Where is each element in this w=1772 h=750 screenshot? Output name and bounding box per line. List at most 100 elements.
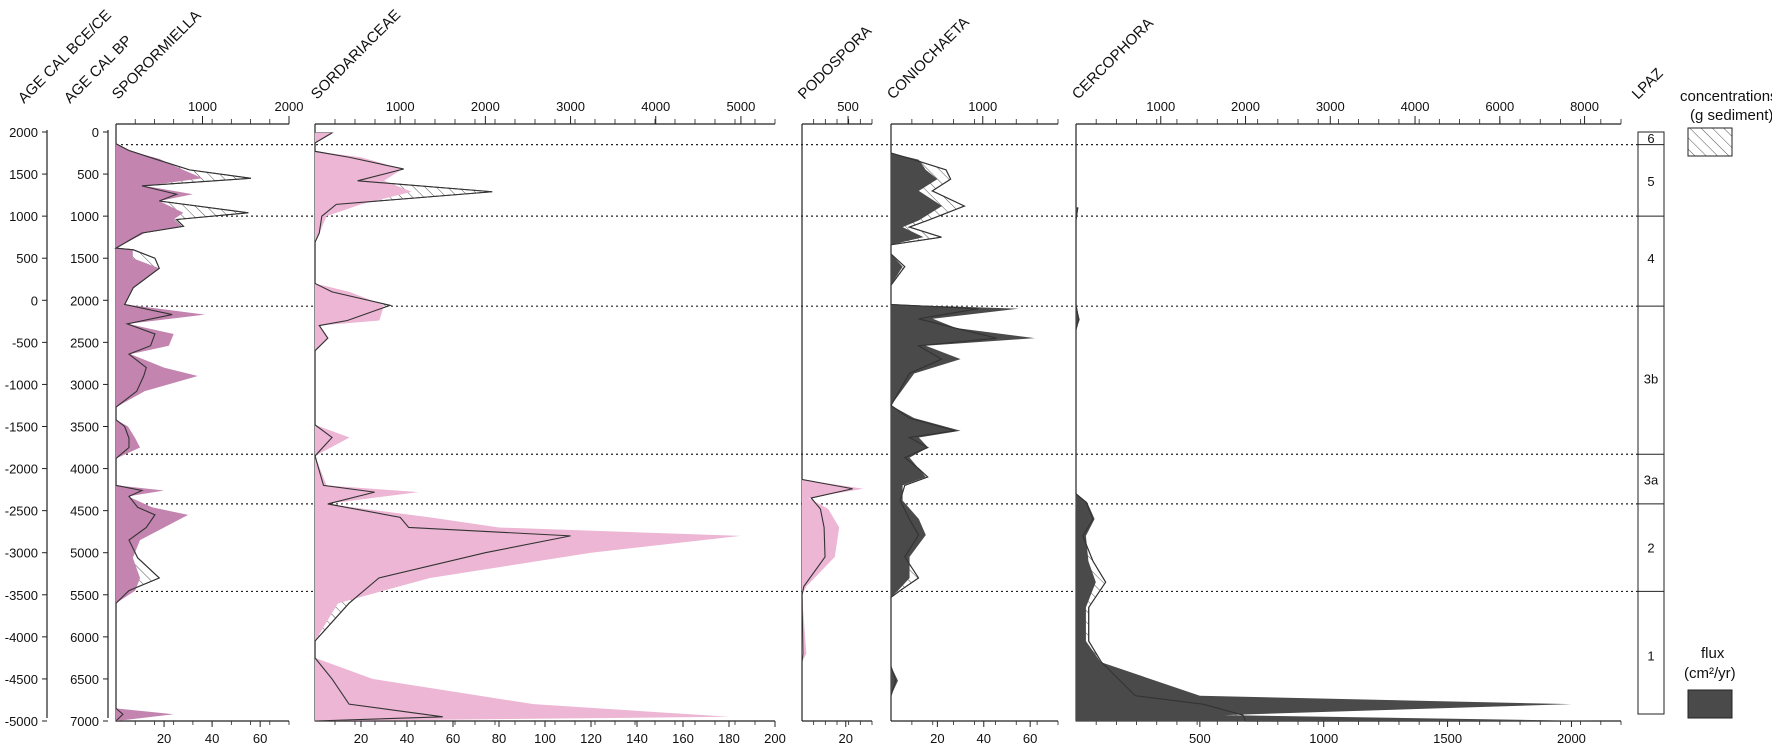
concentration-tick-label: 6000 xyxy=(1485,99,1514,114)
age-bp-tick-label: 6000 xyxy=(70,630,99,645)
age-bce-ce-tick-label: -2000 xyxy=(5,462,38,477)
flux-tick-label: 20 xyxy=(354,731,368,746)
age-bp-tick-label: 7000 xyxy=(70,714,99,729)
flux-tick-label: 40 xyxy=(977,731,991,746)
flux-tick-label: 500 xyxy=(1189,731,1211,746)
flux-tick-label: 160 xyxy=(672,731,694,746)
legend-concentrations-swatch xyxy=(1687,127,1733,157)
flux-tick-label: 80 xyxy=(492,731,506,746)
age-bp-tick-label: 1000 xyxy=(70,209,99,224)
age-bce-ce-tick-label: -500 xyxy=(12,335,38,350)
age-bce-ce-tick-label: -4000 xyxy=(5,630,38,645)
concentration-line xyxy=(1075,207,1247,722)
flux-area xyxy=(1076,207,1597,721)
concentration-tick-label: 2000 xyxy=(471,99,500,114)
flux-tick-label: 2000 xyxy=(1557,731,1586,746)
concentration-line xyxy=(314,132,571,722)
lpaz-zone-label: 6 xyxy=(1647,131,1654,146)
panel-title: PODOSPORA xyxy=(795,22,875,102)
zone-boundaries xyxy=(116,144,1638,593)
age-bce-ce-tick-label: 0 xyxy=(31,293,38,308)
age-bce-ce-tick-label: -4500 xyxy=(5,672,38,687)
legend-flux-label: flux xyxy=(1701,645,1725,662)
age-bce-ce-tick-label: -1000 xyxy=(5,377,38,392)
concentration-tick-label: 2000 xyxy=(275,99,304,114)
age-bp-tick-label: 4500 xyxy=(70,504,99,519)
lpaz-box xyxy=(1637,131,1665,715)
flux-tick-label: 180 xyxy=(718,731,740,746)
concentration-tick-label: 4000 xyxy=(641,99,670,114)
age-bce-ce-tick-label: -2500 xyxy=(5,504,38,519)
age-bce-ce-tick-label: -5000 xyxy=(5,714,38,729)
concentration-area xyxy=(1075,207,1247,722)
concentration-tick-label: 1000 xyxy=(188,99,217,114)
concentration-tick-label: 1000 xyxy=(386,99,415,114)
flux-tick-label: 140 xyxy=(626,731,648,746)
legend: concentrations (g sediment) flux (cm²/yr… xyxy=(1680,88,1772,719)
flux-tick-label: 40 xyxy=(205,731,219,746)
age-bp-tick-label: 6500 xyxy=(70,672,99,687)
age-bce-ce-tick-label: -3000 xyxy=(5,546,38,561)
panel-title: CERCOPHORA xyxy=(1069,15,1157,103)
flux-tick-label: 1000 xyxy=(1309,731,1338,746)
legend-flux-swatch xyxy=(1687,689,1733,719)
flux-tick-label: 20 xyxy=(157,731,171,746)
flux-tick-label: 1500 xyxy=(1433,731,1462,746)
concentration-tick-label: 3000 xyxy=(556,99,585,114)
legend-flux-unit: (cm²/yr) xyxy=(1684,665,1736,682)
lpaz-zone-label: 4 xyxy=(1647,251,1654,266)
concentration-tick-label: 3000 xyxy=(1316,99,1345,114)
age-axes: 2000 0 1500 500 1000 1000 500 1500 0 2000 -500 2500… xyxy=(5,125,109,729)
flux-tick-label: 100 xyxy=(534,731,556,746)
flux-tick-label: 60 xyxy=(253,731,267,746)
lpaz-zone-label: 3b xyxy=(1644,372,1658,387)
concentration-line xyxy=(890,152,997,696)
age-bp-tick-label: 0 xyxy=(92,125,99,140)
panel-title: SORDARIACEAE xyxy=(308,7,404,103)
concentration-tick-label: 8000 xyxy=(1570,99,1599,114)
flux-area xyxy=(891,153,1035,696)
age-bp-tick-label: 2000 xyxy=(70,293,99,308)
concentration-tick-label: 1000 xyxy=(1146,99,1175,114)
flux-tick-label: 60 xyxy=(446,731,460,746)
legend-concentrations-unit: (g sediment) xyxy=(1690,107,1772,124)
concentration-tick-label: 2000 xyxy=(1231,99,1260,114)
age-bp-tick-label: 500 xyxy=(77,167,99,182)
flux-tick-label: 20 xyxy=(839,731,853,746)
flux-area xyxy=(802,479,864,663)
age-bce-ce-tick-label: -3500 xyxy=(5,588,38,603)
concentration-line xyxy=(801,478,853,663)
lpaz-column: 6 5 4 3b 3a 2 1 xyxy=(1637,131,1665,715)
lpaz-zone-label: 3a xyxy=(1644,473,1659,488)
age-bp-tick-label: 5000 xyxy=(70,546,99,561)
age-bp-tick-label: 1500 xyxy=(70,251,99,266)
concentration-line xyxy=(114,143,252,722)
age-bce-ce-tick-label: 1000 xyxy=(9,209,38,224)
concentration-tick-label: 1000 xyxy=(968,99,997,114)
age-bp-tick-label: 2500 xyxy=(70,335,99,350)
flux-area xyxy=(116,143,205,721)
flux-area xyxy=(315,132,741,721)
concentration-tick-label: 4000 xyxy=(1401,99,1430,114)
flux-tick-label: 60 xyxy=(1023,731,1037,746)
lpaz-zone-label: 1 xyxy=(1647,648,1654,663)
legend-concentrations-label: concentrations xyxy=(1680,88,1772,105)
panel-title: CONIOCHAETA xyxy=(884,14,973,103)
age-bce-ce-tick-label: 2000 xyxy=(9,125,38,140)
concentration-tick-label: 500 xyxy=(837,99,859,114)
age-bp-tick-label: 5500 xyxy=(70,588,99,603)
age-bp-tick-label: 3000 xyxy=(70,377,99,392)
age-bce-ce-tick-label: 500 xyxy=(16,251,38,266)
concentration-tick-label: 5000 xyxy=(726,99,755,114)
lpaz-zone-label: 5 xyxy=(1647,174,1654,189)
flux-tick-label: 40 xyxy=(400,731,414,746)
lpaz-header: LPAZ xyxy=(1629,65,1667,103)
age-bce-ce-tick-label: -1500 xyxy=(5,420,38,435)
flux-tick-label: 120 xyxy=(580,731,602,746)
